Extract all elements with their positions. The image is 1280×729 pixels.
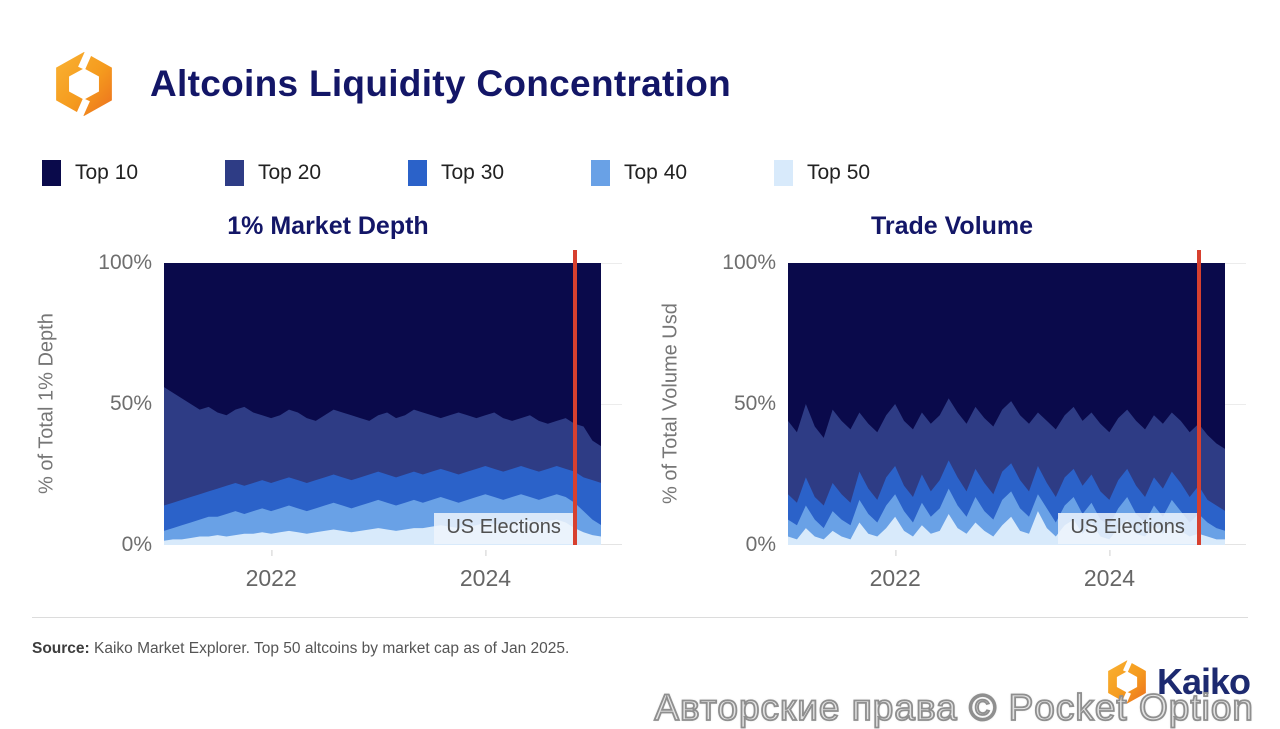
depth-stacked-area: [164, 262, 602, 545]
legend-item-top30: Top 30: [408, 159, 591, 186]
depth-plot-area: US Elections 2022 2024: [164, 249, 622, 591]
legend-swatch-top30: [408, 159, 427, 186]
source-note: Source: Kaiko Market Explorer. Top 50 al…: [32, 640, 1280, 658]
legend-label-top50: Top 50: [807, 160, 871, 184]
x-tick-2022: 2022: [869, 549, 921, 591]
legend-swatch-top50: [774, 159, 793, 186]
y-tick-100: 100%: [722, 250, 776, 274]
legend-label-top10: Top 10: [75, 160, 139, 184]
kaiko-logo-icon: [1108, 659, 1146, 705]
legend-swatch-top10: [42, 159, 61, 186]
legend-label-top30: Top 30: [441, 160, 505, 184]
kaiko-logo-icon: [56, 49, 112, 118]
us-elections-annotation: US Elections: [1058, 512, 1197, 544]
legend-item-top50: Top 50: [774, 159, 957, 186]
x-tick-2024: 2024: [1083, 549, 1136, 591]
x-tick-2024: 2024: [459, 549, 512, 591]
trade-volume-chart-panel: Trade Volume % of Total Volume Usd 100% …: [658, 196, 1246, 597]
legend-swatch-top20: [225, 159, 244, 186]
y-axis-title-depth: % of Total 1% Depth: [35, 313, 58, 494]
kaiko-wordmark: Kaiko: [1156, 661, 1251, 702]
legend: Top 10 Top 20 Top 30 Top 40 Top 50: [42, 159, 1280, 186]
volume-plot-area: US Elections 2022 2024: [788, 249, 1246, 591]
legend-item-top40: Top 40: [591, 159, 774, 186]
legend-item-top10: Top 10: [42, 159, 225, 186]
y-tick-0: 0%: [121, 532, 152, 556]
volume-stacked-area: [788, 262, 1226, 545]
kaiko-brand: Kaiko: [1103, 659, 1251, 705]
y-tick-100: 100%: [98, 250, 152, 274]
y-axis-title-volume: % of Total Volume Usd: [659, 303, 682, 504]
legend-label-top20: Top 20: [258, 160, 322, 184]
footer-divider: [32, 616, 1248, 618]
source-label: Source:: [32, 639, 90, 657]
chart-title-volume: Trade Volume: [870, 211, 1034, 240]
us-elections-line: [572, 249, 577, 545]
header: Altcoins Liquidity Concentration: [0, 0, 1280, 130]
x-tick-2022: 2022: [245, 549, 297, 591]
us-elections-line: [1196, 249, 1201, 545]
legend-item-top20: Top 20: [225, 159, 408, 186]
charts-row: 1% Market Depth % of Total 1% Depth 100%…: [0, 196, 1280, 597]
chart-title-depth: 1% Market Depth: [227, 211, 429, 240]
watermark: Авторские права © Pocket Option: [653, 686, 1254, 729]
y-tick-50: 50%: [733, 391, 776, 415]
legend-label-top40: Top 40: [624, 160, 688, 184]
source-text: Kaiko Market Explorer. Top 50 altcoins b…: [89, 639, 570, 657]
legend-swatch-top40: [591, 159, 610, 186]
market-depth-chart-panel: 1% Market Depth % of Total 1% Depth 100%…: [34, 196, 622, 597]
y-tick-0: 0%: [745, 532, 776, 556]
us-elections-annotation: US Elections: [434, 512, 573, 544]
y-tick-50: 50%: [109, 391, 152, 415]
page-title: Altcoins Liquidity Concentration: [150, 62, 732, 104]
